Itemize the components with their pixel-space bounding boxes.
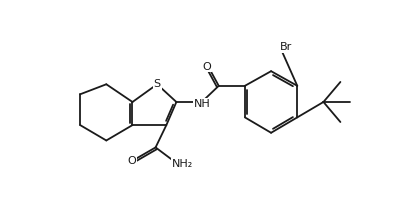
Text: O: O [127,156,136,166]
Text: NH₂: NH₂ [172,159,193,169]
Text: O: O [203,62,211,72]
Text: NH: NH [194,99,210,109]
Text: S: S [154,79,161,89]
Text: Br: Br [280,42,292,52]
